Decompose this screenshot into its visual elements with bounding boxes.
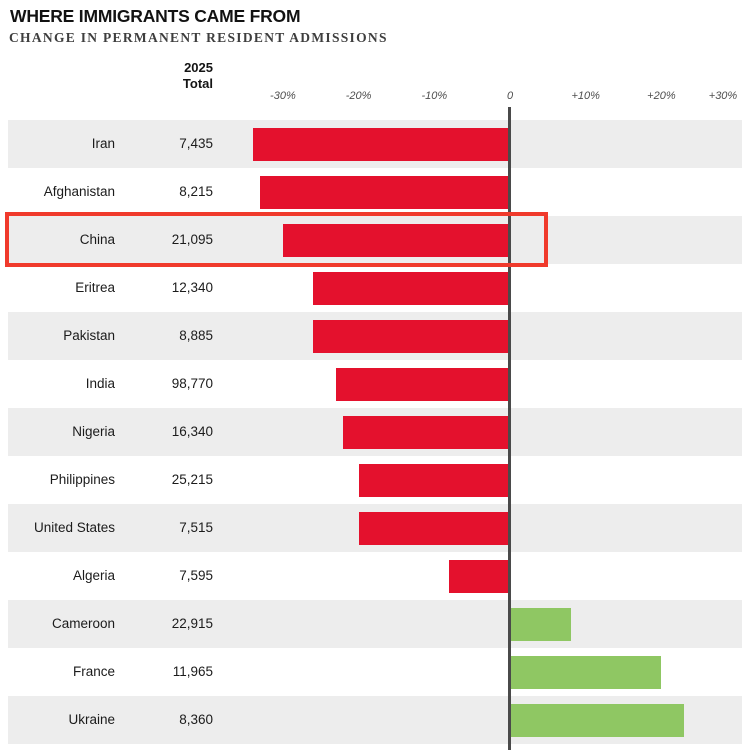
x-axis-tick-label: -30% — [270, 90, 296, 102]
country-label: Afghanistan — [43, 184, 115, 199]
country-label: Algeria — [72, 568, 115, 583]
change-bar — [510, 607, 571, 641]
total-value: 98,770 — [171, 376, 213, 391]
total-value: 8,215 — [179, 184, 213, 199]
total-column-header-year: 2025 — [184, 60, 213, 75]
change-bar — [358, 511, 510, 545]
country-label: France — [72, 664, 115, 679]
change-bar — [260, 175, 510, 209]
total-value: 7,435 — [179, 136, 213, 151]
country-label: Iran — [91, 136, 115, 151]
total-value: 8,360 — [179, 712, 213, 727]
total-value: 25,215 — [171, 472, 213, 487]
change-bar — [510, 703, 685, 737]
table-row — [8, 600, 742, 648]
total-value: 12,340 — [171, 280, 213, 295]
x-axis-tick-label: +30% — [708, 90, 738, 102]
total-column-header-word: Total — [182, 75, 213, 91]
chart-subtitle: CHANGE IN PERMANENT RESIDENT ADMISSIONS — [9, 30, 388, 45]
change-bar — [449, 559, 510, 593]
x-axis-tick-label: 0 — [506, 90, 514, 102]
total-value: 7,515 — [179, 520, 213, 535]
change-bar — [252, 127, 510, 161]
country-label: Cameroon — [51, 616, 115, 631]
change-bar — [358, 463, 510, 497]
country-label: China — [79, 232, 115, 247]
change-bar — [510, 655, 662, 689]
country-label: Ukraine — [68, 712, 115, 727]
x-axis-tick-label: -10% — [421, 90, 448, 102]
total-value: 16,340 — [171, 424, 213, 439]
country-label: United States — [33, 520, 115, 535]
x-axis-tick-label: -20% — [345, 90, 372, 102]
change-bar — [313, 271, 510, 305]
china-row-highlight-box — [5, 212, 548, 267]
total-value: 8,885 — [179, 328, 213, 343]
total-column-header: 2025 Total — [130, 60, 213, 91]
country-label: Philippines — [49, 472, 115, 487]
total-value: 22,915 — [171, 616, 213, 631]
total-value: 11,965 — [172, 664, 213, 679]
country-label: Pakistan — [63, 328, 115, 343]
country-label: Nigeria — [72, 424, 115, 439]
country-label: Eritrea — [75, 280, 115, 295]
country-label: India — [85, 376, 115, 391]
change-bar — [335, 367, 510, 401]
total-value: 21,095 — [171, 232, 213, 247]
change-bar — [343, 415, 510, 449]
zero-axis-line — [508, 107, 511, 750]
table-row — [8, 552, 742, 600]
x-axis-tick-label: +10% — [571, 90, 600, 102]
change-bar — [282, 223, 510, 257]
change-bar — [313, 319, 510, 353]
chart-title: WHERE IMMIGRANTS CAME FROM — [10, 6, 301, 26]
x-axis-tick-label: +20% — [647, 90, 676, 102]
total-value: 7,595 — [179, 568, 213, 583]
